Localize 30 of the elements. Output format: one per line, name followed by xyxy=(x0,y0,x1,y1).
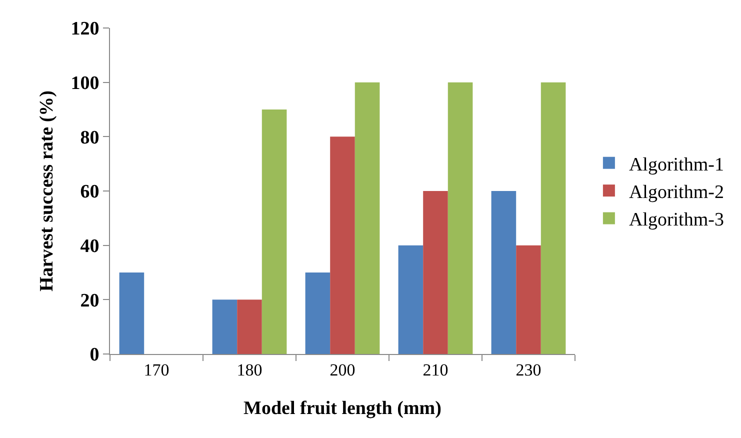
bar xyxy=(540,82,566,354)
bar xyxy=(237,300,262,354)
x-axis-title: Model fruit length (mm) xyxy=(244,398,442,420)
bar xyxy=(119,272,144,354)
x-tick-label: 180 xyxy=(236,360,262,380)
x-tick-label: 170 xyxy=(144,360,170,380)
bar xyxy=(491,191,516,354)
y-tick-label: 40 xyxy=(80,236,100,257)
y-tick-label: 20 xyxy=(80,290,100,312)
y-tick-label: 80 xyxy=(80,127,100,148)
bar xyxy=(330,136,355,354)
legend-label: Algorithm-1 xyxy=(628,154,724,176)
y-tick-label: 0 xyxy=(90,344,100,366)
bar xyxy=(516,245,541,354)
legend-label: Algorithm-2 xyxy=(628,182,724,203)
bar xyxy=(305,272,330,354)
bar xyxy=(423,191,448,354)
y-tick-label: 120 xyxy=(70,18,100,40)
x-tick-label: 200 xyxy=(330,360,356,380)
bar xyxy=(212,300,238,354)
bar xyxy=(398,245,424,354)
x-tick-label: 210 xyxy=(422,360,448,380)
x-tick-label: 230 xyxy=(516,360,542,380)
y-tick-label: 60 xyxy=(80,182,100,203)
legend-label: Algorithm-3 xyxy=(628,210,724,231)
y-tick-label: 100 xyxy=(70,72,100,94)
bar xyxy=(354,82,380,354)
bar xyxy=(262,110,287,354)
y-axis-title: Harvest success rate (%) xyxy=(36,90,58,292)
bar xyxy=(448,82,473,354)
